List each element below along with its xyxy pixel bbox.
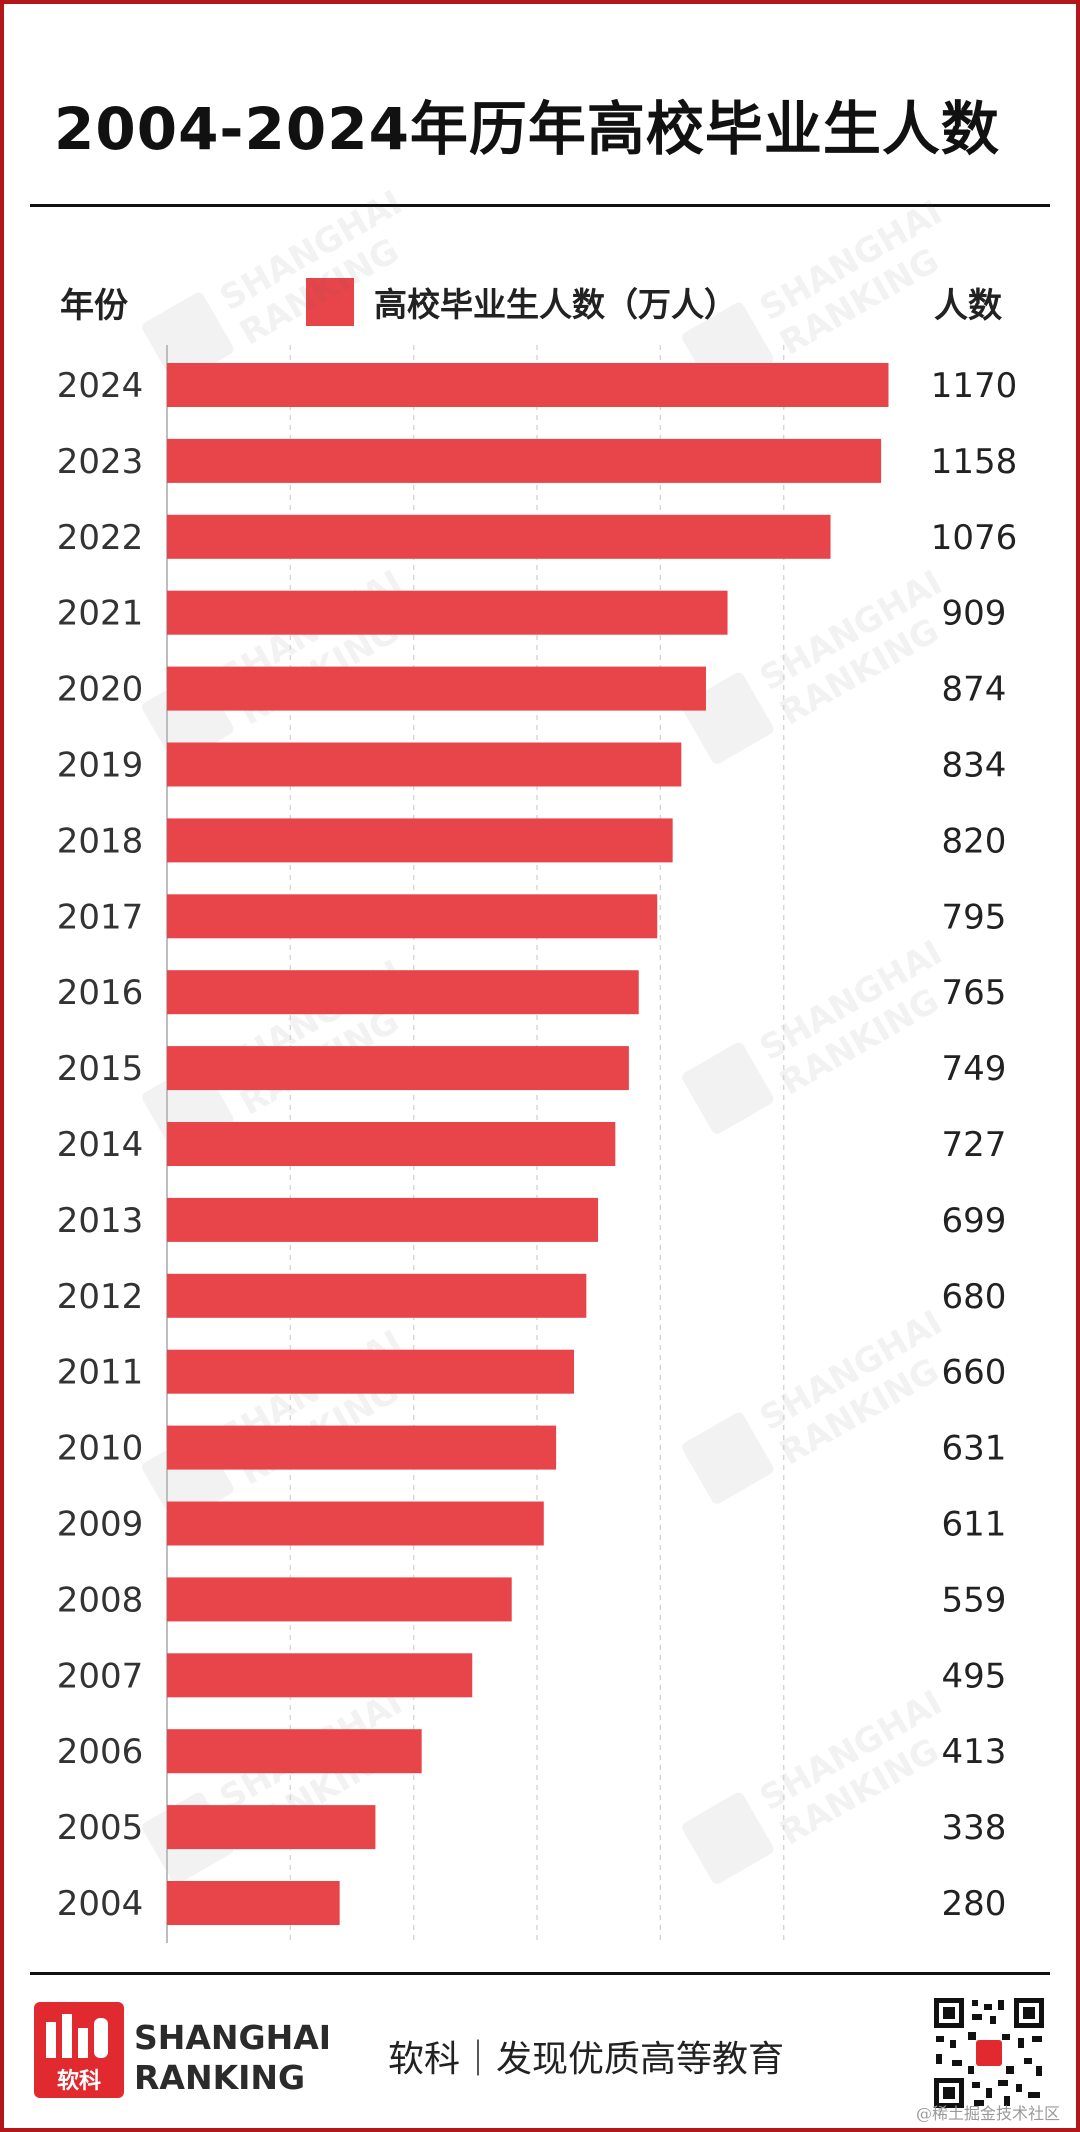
value-label: 280 (942, 1884, 1007, 1924)
year-label: 2005 (57, 1808, 144, 1848)
value-label: 413 (942, 1732, 1007, 1772)
year-label: 2015 (57, 1049, 144, 1089)
year-label: 2013 (57, 1201, 144, 1241)
bottom-divider (30, 1972, 1050, 1975)
bar (167, 1653, 473, 1698)
value-label: 909 (942, 594, 1007, 634)
top-divider (30, 204, 1050, 207)
bar (167, 514, 831, 559)
year-label: 2016 (57, 973, 144, 1013)
count-column-header: 人数 (934, 286, 1002, 326)
value-label: 874 (942, 670, 1007, 710)
bar (167, 1122, 616, 1166)
brand-line-1: SHANGHAI (134, 2018, 332, 2057)
year-label: 2012 (57, 1277, 144, 1317)
value-label: 660 (942, 1353, 1007, 1393)
year-label: 2018 (57, 821, 144, 861)
value-label: 631 (942, 1429, 1007, 1469)
chart-title: 2004-2024年历年高校毕业生人数 (54, 95, 1000, 163)
bar (167, 1501, 544, 1546)
value-label: 559 (942, 1580, 1007, 1620)
bar (167, 1046, 629, 1091)
bar (167, 1197, 599, 1242)
bar (167, 1805, 376, 1850)
value-label: 611 (942, 1505, 1007, 1545)
shanghai-ranking-logo: 软科 (34, 2002, 124, 2098)
value-label: 1076 (931, 518, 1018, 558)
value-label: 795 (942, 897, 1007, 937)
year-label: 2011 (57, 1353, 144, 1393)
bar (167, 1881, 340, 1925)
year-label: 2017 (57, 897, 144, 937)
year-label: 2010 (57, 1429, 144, 1469)
year-label: 2009 (57, 1505, 144, 1545)
value-label: 699 (942, 1201, 1007, 1241)
bar (167, 818, 673, 863)
year-label: 2024 (57, 366, 144, 406)
bar (167, 363, 889, 407)
year-label: 2004 (57, 1884, 144, 1924)
source-credit: @稀土掘金技术社区 (915, 2104, 1060, 2123)
value-label: 1170 (931, 366, 1018, 406)
bar (167, 438, 882, 483)
year-label: 2014 (57, 1125, 144, 1165)
logo-text: 软科 (57, 2068, 101, 2094)
year-label: 2007 (57, 1656, 144, 1696)
year-label: 2020 (57, 670, 144, 710)
value-label: 1158 (931, 442, 1018, 482)
qr-code (932, 1996, 1046, 2110)
value-label: 834 (942, 746, 1007, 786)
value-label: 338 (942, 1808, 1007, 1848)
bar (167, 1729, 422, 1774)
bar (167, 666, 706, 711)
year-label: 2006 (57, 1732, 144, 1772)
value-label: 680 (942, 1277, 1007, 1317)
value-label: 495 (942, 1656, 1007, 1696)
year-label: 2021 (57, 594, 144, 634)
value-label: 765 (942, 973, 1007, 1013)
value-label: 820 (942, 821, 1007, 861)
bar (167, 742, 682, 787)
bar (167, 894, 658, 939)
bar (167, 1425, 557, 1470)
bar (167, 1349, 574, 1394)
legend-swatch (306, 278, 354, 326)
bar (167, 970, 639, 1015)
year-label: 2022 (57, 518, 144, 558)
legend-label: 高校毕业生人数（万人） (374, 285, 737, 324)
bar (167, 1577, 512, 1622)
brand-line-2: RANKING (134, 2058, 306, 2097)
year-label: 2008 (57, 1580, 144, 1620)
year-column-header: 年份 (60, 286, 128, 326)
year-label: 2019 (57, 746, 144, 786)
brand-name: SHANGHAI RANKING (134, 2018, 331, 2098)
bar (167, 1273, 587, 1318)
bar (167, 590, 728, 635)
slogan: 软科｜发现优质高等教育 (388, 2039, 785, 2080)
value-label: 727 (942, 1125, 1007, 1165)
qr-center-logo (976, 2040, 1002, 2066)
year-label: 2023 (57, 442, 144, 482)
value-label: 749 (942, 1049, 1007, 1089)
legend: 高校毕业生人数（万人） (306, 278, 737, 326)
